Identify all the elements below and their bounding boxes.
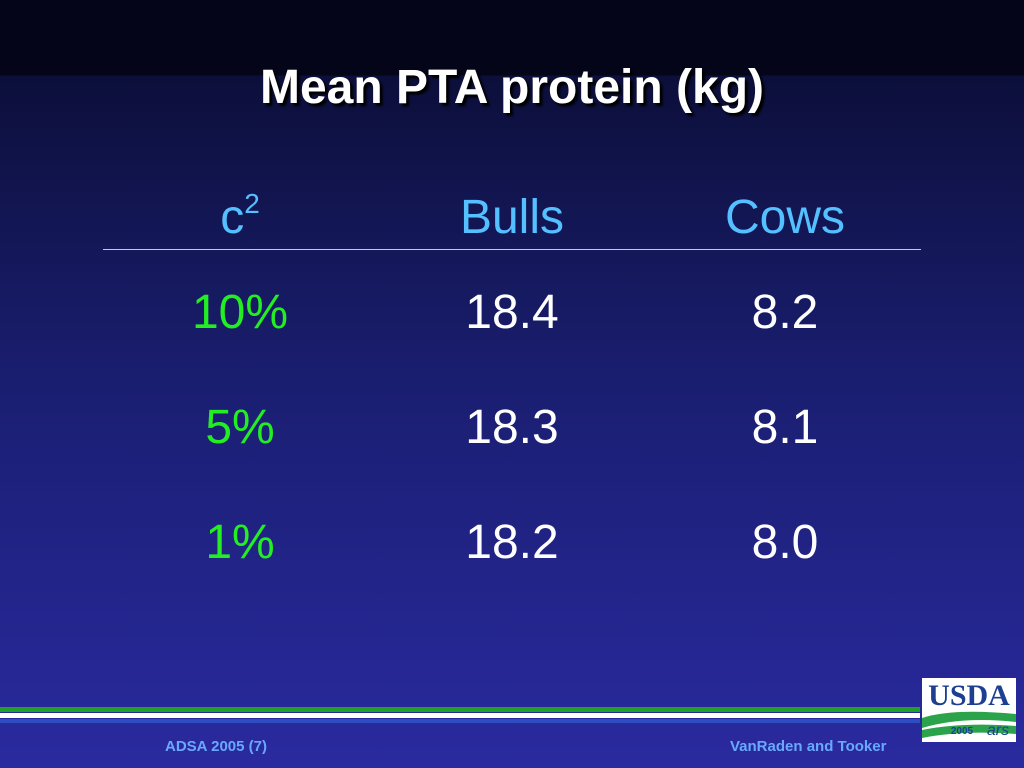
table-cell: 8.1 bbox=[751, 401, 819, 454]
table-cell: 8.2 bbox=[751, 286, 819, 339]
table-cell: 18.3 bbox=[465, 401, 559, 454]
white-stripe bbox=[0, 713, 920, 718]
logo-wave bbox=[922, 711, 1016, 728]
logo-agency: ars bbox=[987, 722, 1009, 739]
header-superscript: 2 bbox=[244, 188, 260, 219]
column-header: Cows bbox=[724, 191, 846, 244]
header-base: c bbox=[220, 191, 245, 244]
logo-graphic: USDA 2005 ars bbox=[922, 679, 1016, 739]
logo-name: USDA bbox=[928, 679, 1010, 712]
slide-title: Mean PTA protein (kg) bbox=[260, 61, 764, 114]
footer-right: VanRaden and Tooker bbox=[730, 738, 887, 755]
table-cell: 8.0 bbox=[751, 516, 819, 569]
column-header: Bulls bbox=[459, 191, 565, 244]
row-label: 5% bbox=[205, 401, 275, 454]
table-cell: 18.4 bbox=[465, 286, 559, 339]
blue-stripe bbox=[0, 719, 920, 723]
row-label: 10% bbox=[191, 286, 289, 339]
usda-logo: USDA 2005 ars bbox=[922, 678, 1016, 742]
footer-left: ADSA 2005 (7) bbox=[165, 738, 267, 755]
column-header: c2 bbox=[110, 190, 370, 246]
green-stripe bbox=[0, 707, 920, 712]
logo-year: 2005 bbox=[951, 726, 974, 737]
row-label: 1% bbox=[205, 516, 275, 569]
header-rule bbox=[103, 249, 921, 250]
logo-wave bbox=[922, 724, 1016, 738]
table-cell: 18.2 bbox=[465, 516, 559, 569]
